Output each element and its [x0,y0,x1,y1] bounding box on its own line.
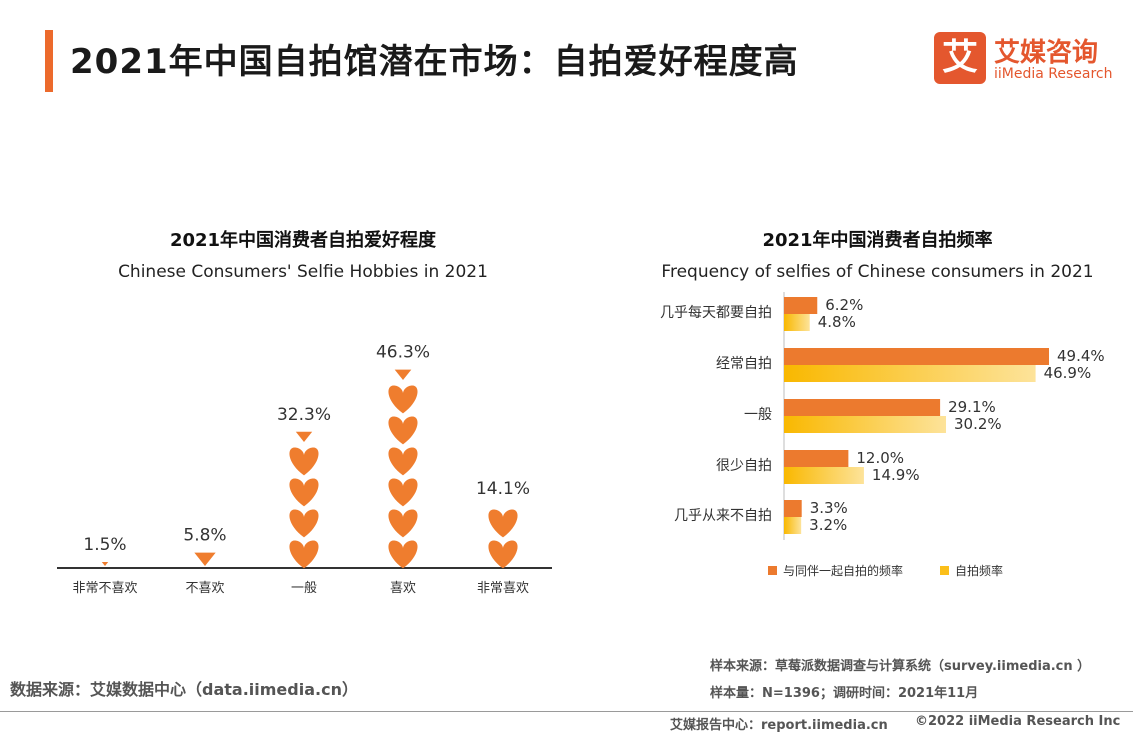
bar [784,348,1049,365]
logo-mark: 艾 [934,32,986,84]
heart-icon [388,478,418,507]
bar [784,365,1036,382]
value-label: 46.3% [376,343,430,363]
logo-text-cn: 艾媒咨询 [994,38,1099,68]
data-source: 数据来源：艾媒数据中心（data.iimedia.cn） [10,680,358,699]
bar [784,450,849,467]
value-label: 1.5% [83,535,126,555]
heart-icon [388,509,418,538]
copyright: ©2022 iiMedia Research Inc [915,714,1121,729]
bar [784,416,947,433]
bar [784,467,864,484]
logo-text-en: iiMedia Research [994,66,1113,82]
legend-label: 自拍频率 [955,563,1003,578]
category-label: 喜欢 [390,581,416,596]
heart-icon [289,509,319,538]
title-accent-bar [45,30,53,92]
category-label: 不喜欢 [185,581,224,596]
sample-source: 样本来源：草莓派数据调查与计算系统（survey.iimedia.cn ） [710,659,1091,674]
bar [784,399,941,416]
value-label: 5.8% [183,526,226,546]
report-center: 艾媒报告中心：report.iimedia.cn [670,718,888,733]
heart-icon [488,540,518,569]
bar [784,500,802,517]
heart-icon [388,447,418,476]
sample-size: 样本量：N=1396；调研时间：2021年11月 [710,686,979,701]
data-label: 30.2% [954,415,1002,433]
heart-icon [289,540,319,569]
legend-swatch [768,566,777,575]
category-label: 很少自拍 [716,458,772,474]
right-chart-title: 2021年中国消费者自拍频率 [762,230,993,251]
heart-icon [388,385,418,414]
category-label: 非常喜欢 [477,581,529,596]
left-chart-subtitle: Chinese Consumers' Selfie Hobbies in 202… [118,262,488,282]
data-label: 3.2% [809,516,847,534]
category-label: 经常自拍 [716,356,772,372]
category-label: 非常不喜欢 [72,581,137,596]
heart-icon [488,509,518,538]
bar [784,297,818,314]
heart-icon [388,416,418,445]
data-label: 12.0% [856,449,904,467]
legend-swatch [940,566,949,575]
heart-icon [289,447,319,476]
left-chart-title: 2021年中国消费者自拍爱好程度 [169,230,437,251]
category-label: 几乎从来不自拍 [674,508,772,524]
data-label: 4.8% [818,313,856,331]
data-label: 14.9% [872,466,920,484]
category-label: 几乎每天都要自拍 [660,305,772,321]
right-chart-subtitle: Frequency of selfies of Chinese consumer… [661,262,1094,282]
heart-icon [289,478,319,507]
left-chart-title-block: 2021年中国消费者自拍爱好程度 Chinese Consumers' Self… [88,226,518,282]
value-label: 14.1% [476,479,530,499]
partial-heart-mark [295,431,313,442]
value-label: 32.3% [277,405,331,425]
data-label: 46.9% [1044,364,1092,382]
category-label: 一般 [744,407,772,423]
partial-heart-mark [394,369,412,380]
category-label: 一般 [291,580,317,596]
data-label: 3.3% [810,499,848,517]
page-title: 2021年中国自拍馆潜在市场：自拍爱好程度高 [70,42,799,82]
partial-heart-mark [101,562,109,566]
data-label: 29.1% [948,398,996,416]
bar [784,314,810,331]
data-label: 49.4% [1057,347,1105,365]
iimedia-logo: 艾 艾媒咨询 iiMedia Research [934,32,1114,86]
bar [784,517,802,534]
partial-heart-mark [194,552,216,566]
footer-divider [0,711,1133,712]
data-label: 6.2% [825,296,863,314]
right-chart-title-block: 2021年中国消费者自拍频率 Frequency of selfies of C… [640,226,1115,282]
heart-icon [388,540,418,569]
legend-label: 与同伴一起自拍的频率 [783,563,903,578]
